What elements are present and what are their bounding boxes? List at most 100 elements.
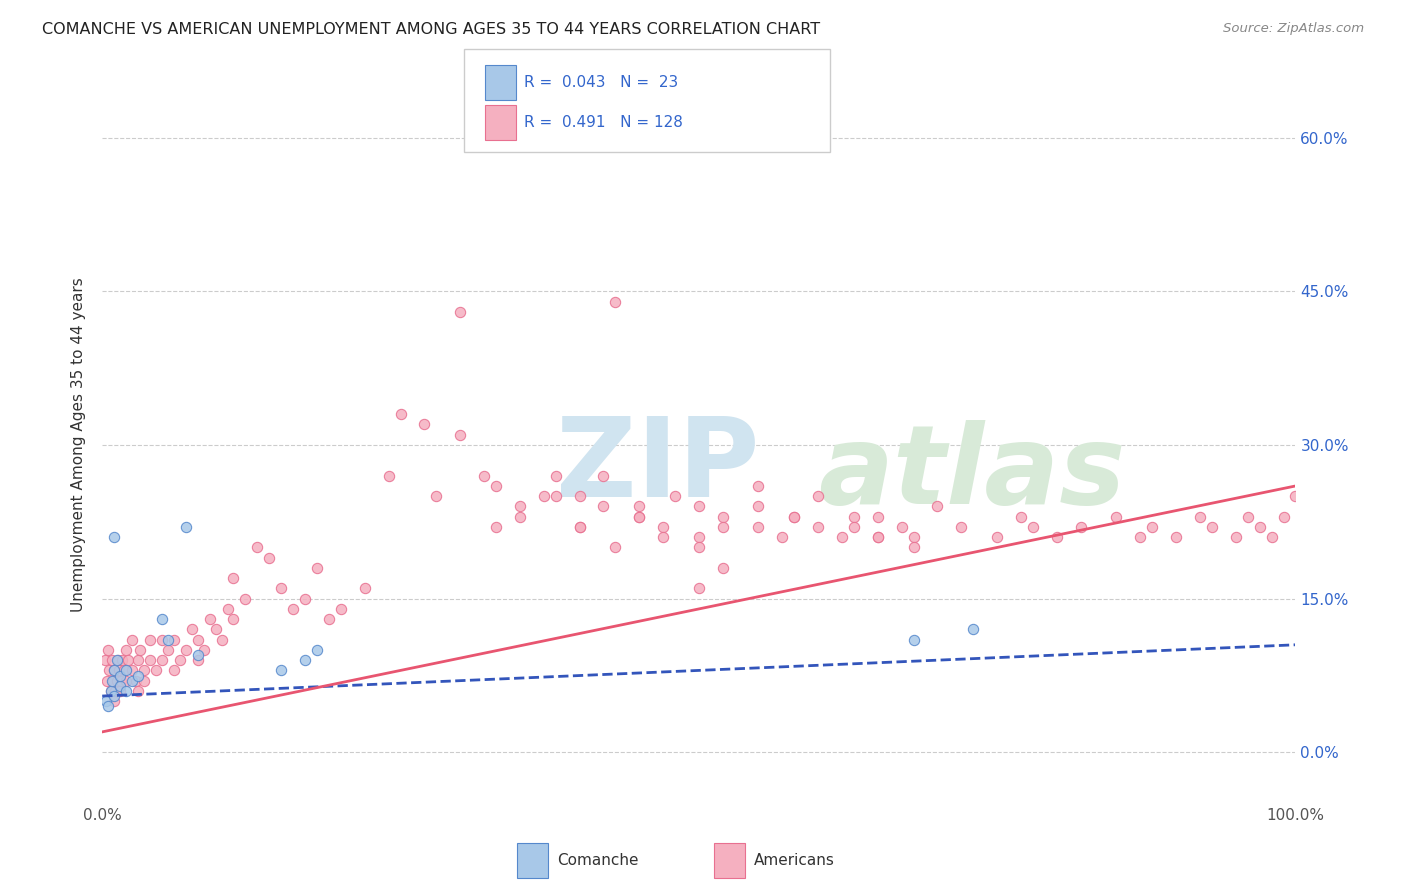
Point — [1260, 530, 1282, 544]
Point — [318, 612, 340, 626]
Point — [485, 520, 508, 534]
Point — [103, 664, 125, 678]
Point — [1272, 509, 1295, 524]
Point — [174, 643, 197, 657]
Point — [246, 541, 269, 555]
Point — [1166, 530, 1188, 544]
Point — [169, 653, 191, 667]
Point — [132, 673, 155, 688]
Point — [294, 591, 316, 606]
Point — [259, 550, 281, 565]
Point — [121, 673, 143, 688]
Point — [117, 653, 139, 667]
Point — [389, 407, 412, 421]
Point — [145, 664, 167, 678]
Point — [1070, 520, 1092, 534]
Point — [281, 602, 304, 616]
Point — [652, 520, 675, 534]
Point — [100, 684, 122, 698]
Point — [449, 305, 471, 319]
Point — [270, 664, 292, 678]
Point — [568, 489, 591, 503]
Point — [150, 612, 173, 626]
Point — [711, 561, 734, 575]
Point — [962, 623, 984, 637]
Text: ZIP: ZIP — [555, 413, 759, 520]
Point — [193, 643, 215, 657]
Point — [747, 479, 769, 493]
Point — [544, 489, 567, 503]
Point — [104, 684, 127, 698]
Point — [890, 520, 912, 534]
Point — [187, 648, 209, 662]
Point — [509, 509, 531, 524]
Point — [111, 653, 134, 667]
Point — [842, 509, 865, 524]
Point — [100, 684, 122, 698]
Point — [98, 664, 121, 678]
Point — [903, 530, 925, 544]
Point — [105, 673, 128, 688]
Point — [163, 632, 186, 647]
Point — [747, 500, 769, 514]
Point — [807, 520, 830, 534]
Point — [121, 632, 143, 647]
Point — [1249, 520, 1271, 534]
Point — [187, 632, 209, 647]
Point — [211, 632, 233, 647]
Point — [103, 689, 125, 703]
Point — [770, 530, 793, 544]
Point — [235, 591, 257, 606]
Point — [222, 612, 245, 626]
Point — [903, 541, 925, 555]
Point — [1284, 489, 1306, 503]
Point — [150, 632, 173, 647]
Point — [628, 509, 651, 524]
Point — [1201, 520, 1223, 534]
Point — [377, 468, 399, 483]
Point — [413, 417, 436, 432]
Point — [688, 500, 710, 514]
Point — [270, 582, 292, 596]
Text: Source: ZipAtlas.com: Source: ZipAtlas.com — [1223, 22, 1364, 36]
Point — [103, 694, 125, 708]
Point — [1129, 530, 1152, 544]
Point — [112, 664, 135, 678]
Point — [711, 509, 734, 524]
Point — [108, 684, 131, 698]
Point — [927, 500, 949, 514]
Point — [105, 653, 128, 667]
Point — [628, 509, 651, 524]
Point — [305, 643, 328, 657]
Point — [688, 530, 710, 544]
Point — [217, 602, 239, 616]
Point — [688, 582, 710, 596]
Point — [108, 679, 131, 693]
Point — [187, 653, 209, 667]
Point — [139, 653, 162, 667]
Point — [1010, 509, 1032, 524]
Point — [127, 684, 149, 698]
Text: Comanche: Comanche — [557, 854, 638, 868]
Point — [1105, 509, 1128, 524]
Point — [592, 500, 614, 514]
Point — [294, 653, 316, 667]
Point — [533, 489, 555, 503]
Point — [198, 612, 221, 626]
Text: COMANCHE VS AMERICAN UNEMPLOYMENT AMONG AGES 35 TO 44 YEARS CORRELATION CHART: COMANCHE VS AMERICAN UNEMPLOYMENT AMONG … — [42, 22, 820, 37]
Point — [180, 623, 202, 637]
Point — [107, 653, 129, 667]
Point — [127, 668, 149, 682]
Point — [842, 520, 865, 534]
Point — [1236, 509, 1258, 524]
Text: atlas: atlas — [818, 420, 1126, 527]
Point — [97, 643, 120, 657]
Point — [96, 673, 118, 688]
Point — [100, 653, 122, 667]
Point — [605, 541, 627, 555]
Point — [156, 643, 179, 657]
Point — [94, 694, 117, 708]
Point — [711, 520, 734, 534]
Point — [222, 571, 245, 585]
Point — [509, 500, 531, 514]
